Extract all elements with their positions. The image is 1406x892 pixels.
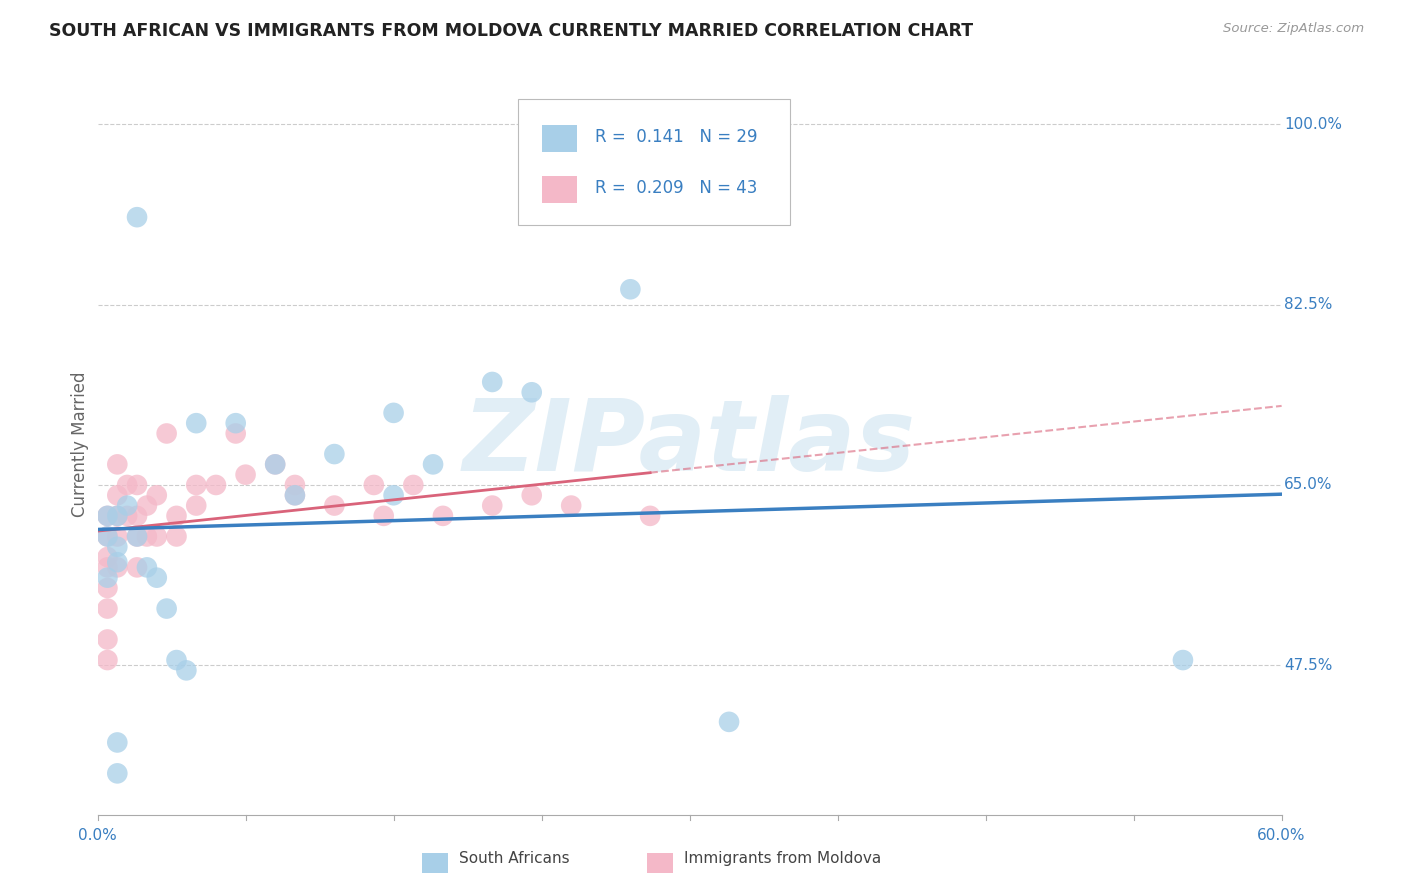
- Point: [105, 560, 128, 574]
- Point: [619, 282, 641, 296]
- Point: [125, 529, 148, 543]
- Point: [264, 458, 287, 472]
- Point: [638, 508, 661, 523]
- Point: [225, 426, 247, 441]
- Point: [96, 550, 118, 565]
- Point: [105, 766, 128, 780]
- Text: 47.5%: 47.5%: [1284, 657, 1333, 673]
- Point: [186, 416, 208, 430]
- Text: SOUTH AFRICAN VS IMMIGRANTS FROM MOLDOVA CURRENTLY MARRIED CORRELATION CHART: SOUTH AFRICAN VS IMMIGRANTS FROM MOLDOVA…: [49, 22, 973, 40]
- FancyBboxPatch shape: [541, 176, 576, 202]
- Point: [146, 488, 169, 502]
- Point: [323, 447, 346, 461]
- Y-axis label: Currently Married: Currently Married: [72, 371, 89, 516]
- Point: [105, 735, 128, 749]
- Point: [520, 488, 543, 502]
- Point: [96, 529, 118, 543]
- Point: [146, 571, 169, 585]
- Point: [96, 508, 118, 523]
- Point: [205, 478, 228, 492]
- Point: [135, 529, 157, 543]
- Point: [373, 508, 395, 523]
- Point: [432, 508, 454, 523]
- Point: [125, 210, 148, 224]
- Point: [96, 529, 118, 543]
- Point: [105, 458, 128, 472]
- Point: [105, 488, 128, 502]
- Point: [125, 529, 148, 543]
- Text: Source: ZipAtlas.com: Source: ZipAtlas.com: [1223, 22, 1364, 36]
- Point: [105, 555, 128, 569]
- Point: [402, 478, 425, 492]
- Point: [96, 508, 118, 523]
- Point: [166, 508, 188, 523]
- Point: [115, 478, 138, 492]
- Point: [481, 375, 503, 389]
- Point: [125, 478, 148, 492]
- Point: [115, 508, 138, 523]
- Text: South Africans: South Africans: [458, 851, 569, 866]
- Text: 65.0%: 65.0%: [1284, 477, 1333, 492]
- Text: R =  0.141   N = 29: R = 0.141 N = 29: [595, 128, 758, 146]
- Point: [284, 488, 307, 502]
- Point: [363, 478, 385, 492]
- Point: [166, 529, 188, 543]
- Point: [96, 560, 118, 574]
- Point: [146, 529, 169, 543]
- Point: [264, 458, 287, 472]
- Point: [96, 581, 118, 595]
- Text: 60.0%: 60.0%: [1257, 828, 1306, 843]
- Point: [422, 458, 444, 472]
- Text: R =  0.209   N = 43: R = 0.209 N = 43: [595, 179, 758, 197]
- Text: 82.5%: 82.5%: [1284, 297, 1333, 312]
- Text: 100.0%: 100.0%: [1284, 117, 1341, 132]
- Point: [156, 426, 179, 441]
- Point: [225, 416, 247, 430]
- Point: [105, 529, 128, 543]
- Point: [166, 653, 188, 667]
- Text: 0.0%: 0.0%: [79, 828, 117, 843]
- Point: [1171, 653, 1194, 667]
- Point: [105, 540, 128, 554]
- Text: ZIPatlas: ZIPatlas: [463, 395, 917, 492]
- Point: [382, 406, 405, 420]
- Point: [125, 560, 148, 574]
- Point: [96, 601, 118, 615]
- Point: [284, 478, 307, 492]
- Point: [520, 385, 543, 400]
- Point: [323, 499, 346, 513]
- Point: [186, 478, 208, 492]
- Point: [560, 499, 582, 513]
- Point: [186, 499, 208, 513]
- Point: [156, 601, 179, 615]
- Point: [481, 499, 503, 513]
- Point: [125, 508, 148, 523]
- Point: [718, 714, 741, 729]
- Point: [235, 467, 257, 482]
- Point: [176, 664, 198, 678]
- FancyBboxPatch shape: [517, 99, 790, 225]
- Point: [382, 488, 405, 502]
- Point: [96, 653, 118, 667]
- Point: [135, 560, 157, 574]
- Point: [96, 632, 118, 647]
- Point: [284, 488, 307, 502]
- Point: [135, 499, 157, 513]
- Point: [105, 508, 128, 523]
- Text: Immigrants from Moldova: Immigrants from Moldova: [683, 851, 882, 866]
- Point: [115, 499, 138, 513]
- FancyBboxPatch shape: [541, 125, 576, 152]
- Point: [96, 571, 118, 585]
- Point: [105, 508, 128, 523]
